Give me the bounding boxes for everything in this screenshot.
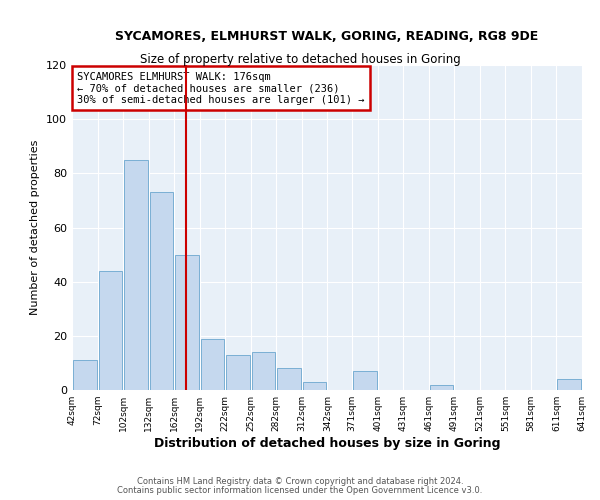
Bar bbox=[303, 382, 326, 390]
Title: SYCAMORES, ELMHURST WALK, GORING, READING, RG8 9DE: SYCAMORES, ELMHURST WALK, GORING, READIN… bbox=[115, 30, 539, 43]
Bar bbox=[124, 160, 148, 390]
Bar bbox=[252, 352, 275, 390]
Bar bbox=[98, 271, 122, 390]
Text: Contains HM Land Registry data © Crown copyright and database right 2024.: Contains HM Land Registry data © Crown c… bbox=[137, 477, 463, 486]
Bar bbox=[557, 379, 581, 390]
Bar bbox=[226, 355, 250, 390]
Bar bbox=[277, 368, 301, 390]
Bar bbox=[353, 371, 377, 390]
Text: Size of property relative to detached houses in Goring: Size of property relative to detached ho… bbox=[140, 52, 460, 66]
Y-axis label: Number of detached properties: Number of detached properties bbox=[31, 140, 40, 315]
X-axis label: Distribution of detached houses by size in Goring: Distribution of detached houses by size … bbox=[154, 437, 500, 450]
Text: SYCAMORES ELMHURST WALK: 176sqm
← 70% of detached houses are smaller (236)
30% o: SYCAMORES ELMHURST WALK: 176sqm ← 70% of… bbox=[77, 72, 365, 104]
Bar bbox=[149, 192, 173, 390]
Bar bbox=[175, 254, 199, 390]
Bar bbox=[73, 360, 97, 390]
Bar bbox=[201, 338, 224, 390]
Text: Contains public sector information licensed under the Open Government Licence v3: Contains public sector information licen… bbox=[118, 486, 482, 495]
Bar bbox=[430, 384, 453, 390]
